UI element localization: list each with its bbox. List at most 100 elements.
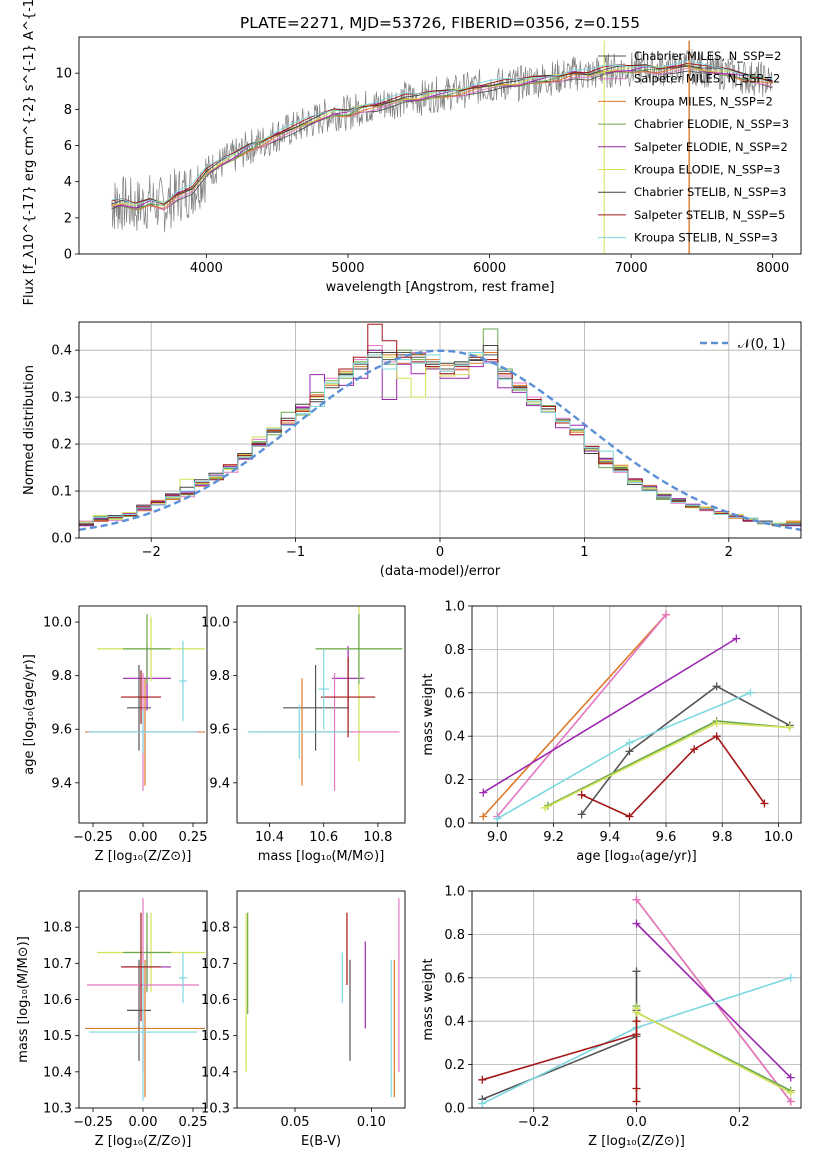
- plus-marker: [712, 682, 721, 691]
- axes-age-vs-Z: −0.25 0.00 0.25 9.4 9.6 9.8 10.0 Z [log₁₀(Z/Z⊙)…: [22, 605, 208, 864]
- y-tick-label: 0.2: [51, 438, 72, 453]
- x-tick-label: −0.25: [73, 1115, 113, 1130]
- y-tick-label: 10.5: [43, 1029, 72, 1044]
- x-tick-label: −0.25: [73, 830, 113, 845]
- legend-label: 𝒩(0, 1): [738, 337, 785, 352]
- axes-age-vs-mass: 10.4 10.6 10.8 9.4 9.6 9.8 10.0 mass [log₁₀(M/M…: [201, 605, 406, 864]
- plus-marker: [786, 973, 795, 982]
- y-tick-label: 0.8: [444, 928, 465, 943]
- x-tick-label: 0.2: [729, 1115, 750, 1130]
- x-tick-label: 0: [436, 545, 444, 560]
- x-tick-label: 9.2: [543, 830, 564, 845]
- plus-marker: [662, 610, 671, 619]
- axes-frame: [236, 605, 406, 824]
- weight-line: [635, 1006, 792, 1092]
- axes-mass-vs-Z: −0.25 0.00 0.25 10.3 10.4 10.5 10.6 10.7 10.8 Z […: [16, 890, 208, 1149]
- y-tick-label: 0.0: [51, 532, 72, 547]
- y-tick-label: 8: [64, 103, 72, 118]
- y-tick-label: 0.4: [444, 730, 465, 745]
- y-axis-label: mass weight: [421, 673, 436, 755]
- plus-marker: [712, 719, 721, 728]
- y-tick-label: 0.3: [51, 391, 72, 406]
- y-tick-label: 9.6: [51, 723, 72, 738]
- plus-marker: [577, 810, 586, 819]
- x-tick-label: 5000: [331, 261, 364, 276]
- plus-marker: [632, 1084, 641, 1093]
- x-tick-label: 1: [580, 545, 588, 560]
- plus-marker: [632, 1030, 641, 1039]
- plus-marker: [625, 812, 634, 821]
- y-tick-label: 9.8: [51, 669, 72, 684]
- x-axis-label: age [log₁₀(age/yr)]: [576, 849, 697, 864]
- y-axis-label: mass [log₁₀(M/M⊙)]: [16, 936, 31, 1063]
- axes-residuals: −2 −1 0 1 2 0.0 0.1 0.2 0.3 0.4 (data-model)/error…: [22, 321, 802, 579]
- errorbar-plot: [85, 614, 205, 791]
- axes-frame: [471, 890, 802, 1109]
- axes-frame: [78, 890, 208, 1109]
- legend-label: Salpeter STELIB, N_SSP=5: [634, 208, 785, 222]
- y-tick-label: 0.0: [444, 817, 465, 832]
- y-tick-label: 10.8: [43, 921, 72, 936]
- histogram-plot: [79, 323, 801, 531]
- y-axis-label: mass weight: [421, 958, 436, 1040]
- y-tick-label: 10.6: [201, 993, 230, 1008]
- x-tick-label: 4000: [190, 261, 223, 276]
- weight-line: [581, 685, 791, 815]
- plus-marker: [625, 747, 634, 756]
- plus-marker: [760, 799, 769, 808]
- errorbar-plot: [247, 606, 403, 791]
- plus-marker: [479, 788, 488, 797]
- y-tick-label: 6: [64, 139, 72, 154]
- x-tick-label: 0.25: [179, 1115, 208, 1130]
- lines-plot: [478, 895, 795, 1108]
- x-tick-label: 0.25: [179, 830, 208, 845]
- weight-line: [481, 971, 638, 1101]
- weight-line: [496, 692, 751, 820]
- plus-marker: [785, 723, 794, 732]
- y-tick-label: 10.3: [201, 1102, 230, 1117]
- x-tick-label: −2: [142, 545, 161, 560]
- plus-marker: [493, 814, 502, 823]
- x-axis-label: Z [log₁₀(Z/Z⊙)]: [95, 849, 192, 864]
- y-tick-label: 0.4: [51, 344, 72, 359]
- x-axis-label: wavelength [Angstrom, rest frame]: [326, 280, 555, 295]
- x-tick-label: 0.10: [357, 1115, 386, 1130]
- axes-massweight-vs-age: 9.0 9.2 9.4 9.6 9.8 10.0 0.0 0.2 0.4 0.6 0.8 1.0 age…: [421, 600, 802, 864]
- y-tick-label: 0.0: [444, 1102, 465, 1117]
- weight-line: [496, 614, 667, 818]
- axes-frame: [78, 36, 802, 255]
- axes-massweight-vs-Z: −0.2 0.0 0.2 0.0 0.2 0.4 0.6 0.8 1.0 Z [log₁₀(Z/Z…: [421, 885, 802, 1149]
- y-tick-label: 1.0: [444, 885, 465, 900]
- lines-plot: [479, 610, 794, 823]
- x-tick-label: 6000: [473, 261, 506, 276]
- plus-marker: [632, 1097, 641, 1106]
- y-tick-label: 10.6: [43, 993, 72, 1008]
- x-tick-label: −0.2: [518, 1115, 550, 1130]
- x-tick-label: 9.8: [712, 830, 733, 845]
- x-tick-label: 0.00: [129, 1115, 158, 1130]
- legend: Chabrier MILES, N_SSP=2 Salpeter MILES, N…: [598, 49, 789, 245]
- weight-line: [482, 637, 737, 794]
- y-tick-label: 0.4: [444, 1015, 465, 1030]
- axes-frame: [78, 605, 208, 824]
- legend-label: Chabrier ELODIE, N_SSP=3: [634, 117, 789, 131]
- plus-marker: [746, 688, 755, 697]
- model-spectrum-line: [111, 60, 773, 205]
- plus-marker: [712, 732, 721, 741]
- axes-frame: [78, 321, 802, 539]
- errorbar-plot: [85, 898, 205, 1101]
- y-tick-label: 10.4: [43, 1065, 72, 1080]
- y-tick-label: 2: [64, 211, 72, 226]
- plus-marker: [786, 1088, 795, 1097]
- y-tick-label: 0.2: [444, 1058, 465, 1073]
- weight-line: [635, 922, 792, 1079]
- plus-marker: [479, 812, 488, 821]
- y-axis-label: Flux [f_λ10^{-17} erg cm^{-2} s^{-1} A^{…: [22, 0, 37, 305]
- model-spectrum-line: [111, 65, 773, 211]
- plus-marker: [478, 1099, 487, 1108]
- x-axis-label: Z [log₁₀(Z/Z⊙)]: [588, 1134, 685, 1149]
- x-tick-label: 9.6: [656, 830, 677, 845]
- legend-label: Salpeter MILES, N_SSP=2: [634, 72, 780, 86]
- y-tick-label: 9.6: [209, 723, 230, 738]
